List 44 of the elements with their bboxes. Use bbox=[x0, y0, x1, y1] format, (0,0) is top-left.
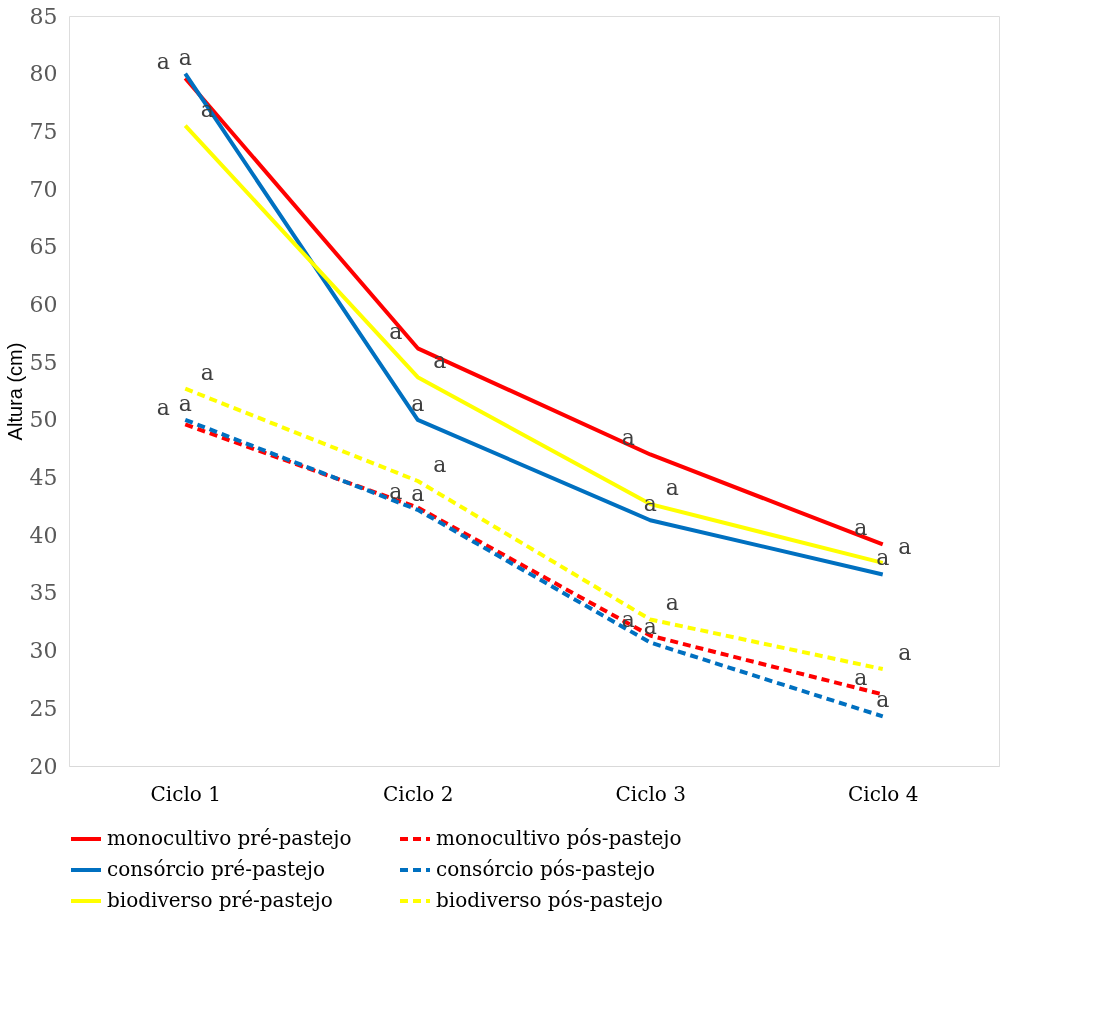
y-tick-label: 30 bbox=[29, 638, 58, 664]
data-label: a bbox=[411, 480, 425, 506]
y-tick-label: 80 bbox=[29, 61, 58, 87]
data-label: a bbox=[178, 390, 192, 416]
y-tick-label: 85 bbox=[29, 3, 58, 29]
data-label: a bbox=[665, 475, 679, 501]
data-label: a bbox=[898, 533, 912, 559]
y-tick-label: 70 bbox=[29, 176, 58, 202]
data-label: a bbox=[389, 478, 403, 504]
y-tick-label: 55 bbox=[29, 349, 58, 375]
data-label: a bbox=[854, 665, 868, 691]
y-tick-label: 35 bbox=[29, 580, 58, 606]
data-label: a bbox=[643, 613, 657, 639]
legend-label: consórcio pré-pastejo bbox=[107, 857, 326, 881]
data-label: a bbox=[433, 452, 447, 477]
x-tick-label: Ciclo 1 bbox=[150, 781, 221, 806]
data-label: a bbox=[854, 515, 868, 541]
y-tick-label: 25 bbox=[29, 695, 58, 721]
data-label: a bbox=[411, 390, 425, 416]
x-tick-label: Ciclo 3 bbox=[615, 781, 686, 806]
data-label: a bbox=[898, 640, 912, 666]
y-tick-label: 65 bbox=[29, 234, 58, 260]
y-axis-title: Altura (cm) bbox=[3, 342, 26, 441]
y-tick-label: 50 bbox=[29, 407, 58, 433]
legend-label: biodiverso pré-pastejo bbox=[107, 888, 333, 912]
x-tick-label: Ciclo 4 bbox=[848, 781, 919, 806]
data-label: a bbox=[665, 590, 679, 616]
y-tick-label: 20 bbox=[29, 753, 58, 779]
data-label: a bbox=[876, 545, 890, 571]
data-label: a bbox=[156, 395, 170, 421]
legend-label: consórcio pós-pastejo bbox=[436, 857, 655, 881]
data-label: a bbox=[876, 687, 890, 713]
data-label: a bbox=[178, 44, 192, 70]
data-label: a bbox=[156, 49, 170, 75]
y-tick-label: 75 bbox=[29, 118, 58, 144]
y-tick-label: 60 bbox=[29, 291, 58, 317]
data-label: a bbox=[200, 359, 214, 385]
legend-label: biodiverso pós-pastejo bbox=[436, 888, 663, 912]
data-label: a bbox=[389, 319, 403, 345]
y-tick-label: 40 bbox=[29, 522, 58, 548]
legend-label: monocultivo pós-pastejo bbox=[436, 826, 682, 850]
legend-label: monocultivo pré-pastejo bbox=[107, 826, 352, 850]
x-tick-label: Ciclo 2 bbox=[383, 781, 454, 806]
y-tick-label: 45 bbox=[29, 465, 58, 491]
